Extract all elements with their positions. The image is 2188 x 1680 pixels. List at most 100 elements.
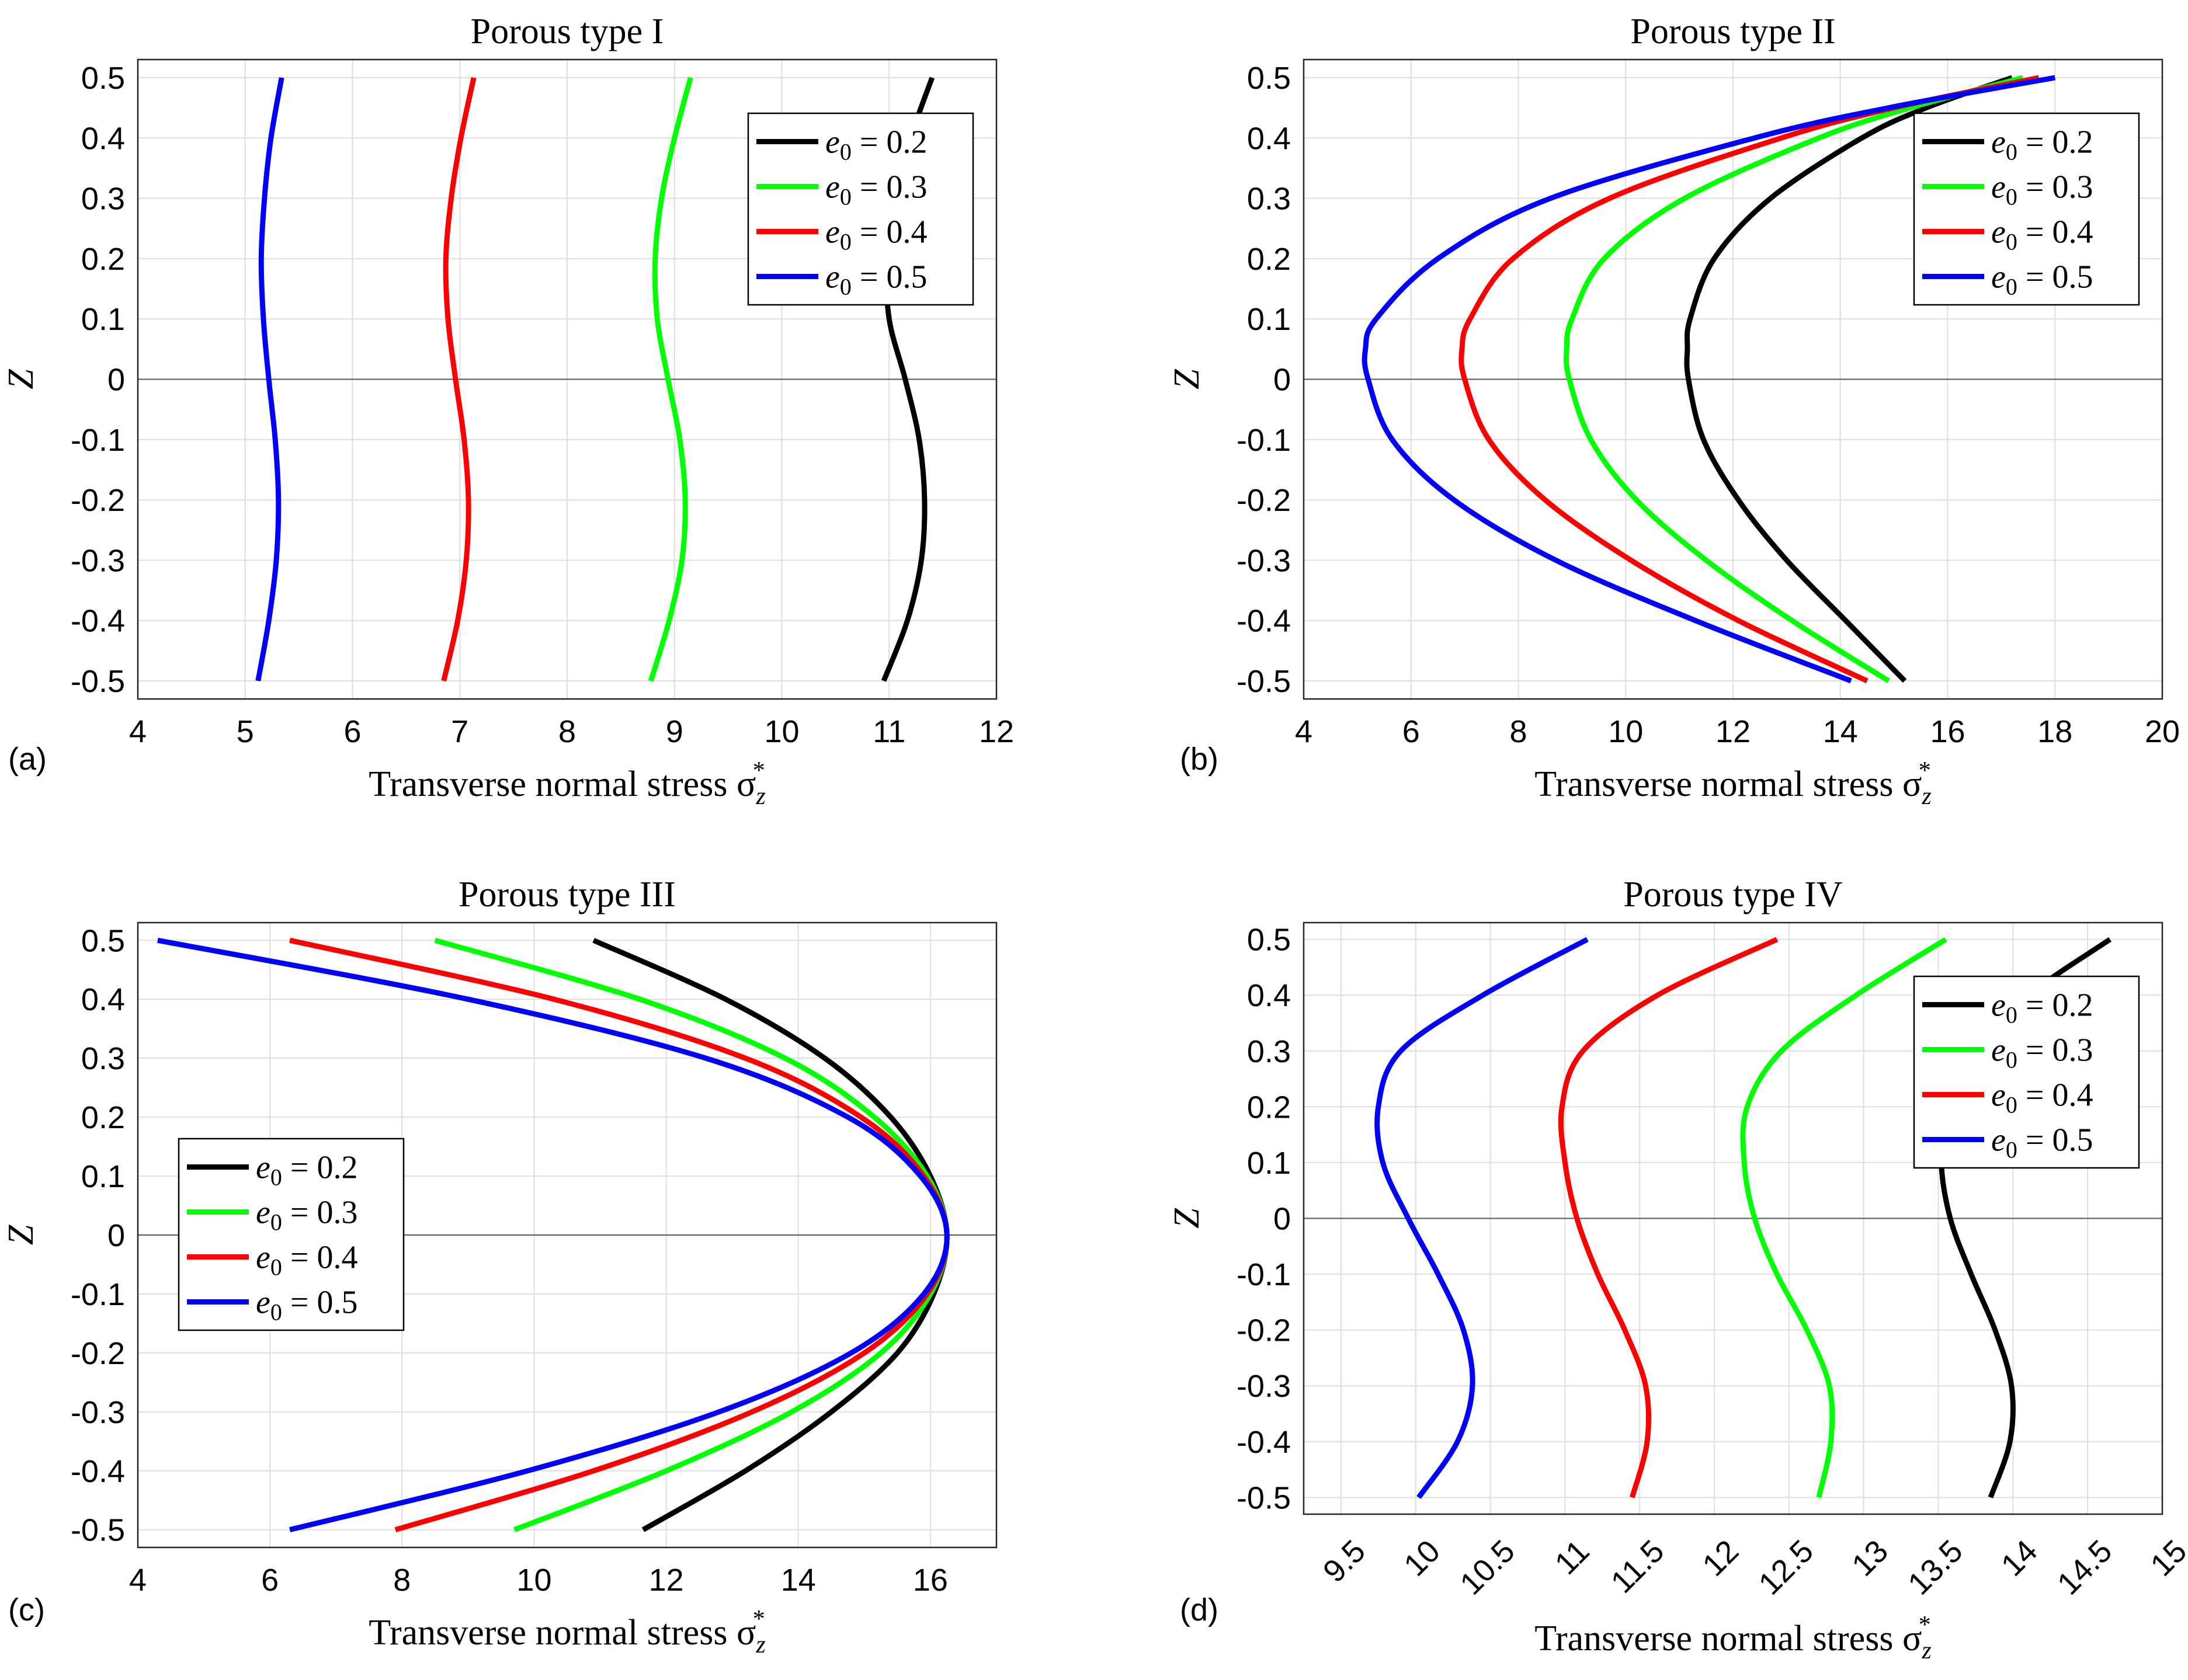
legend-entry: e0 = 0.4 bbox=[1991, 1077, 2093, 1118]
series-line-2 bbox=[1740, 937, 1947, 1498]
y-tick-label: 0.1 bbox=[81, 1159, 125, 1194]
y-tick-label: -0.1 bbox=[71, 1277, 125, 1312]
x-tick-label: 14 bbox=[781, 1563, 816, 1598]
series-group bbox=[1362, 75, 2056, 684]
legend-entry: e0 = 0.5 bbox=[825, 259, 927, 300]
panel-2: 0.5 0.4 0.3 0.2 0.1 0 -0.1 -0.2 -0.3 -0.4 -0.54 6 8 1… bbox=[1167, 12, 2180, 810]
y-tick-label: 0.3 bbox=[81, 1041, 125, 1076]
y-tick-label: 0.4 bbox=[81, 121, 125, 156]
x-tick-label: 9 bbox=[666, 714, 683, 749]
y-tick-label: 0.5 bbox=[1247, 923, 1291, 958]
legend-entry: e0 = 0.3 bbox=[1991, 1032, 2093, 1073]
legend-box bbox=[178, 1138, 405, 1331]
legend-entry: e0 = 0.4 bbox=[825, 214, 927, 255]
legend: e0 = 0.2e0 = 0.3e0 = 0.4e0 = 0.5 bbox=[178, 1138, 405, 1331]
axes-frame bbox=[1303, 58, 2163, 700]
legend: e0 = 0.2e0 = 0.3e0 = 0.4e0 = 0.5 bbox=[747, 112, 974, 306]
x-tick-label: 8 bbox=[558, 714, 576, 749]
x-tick-label: 10 bbox=[1608, 714, 1643, 749]
y-tick-label: -0.2 bbox=[71, 1336, 125, 1371]
y-tick-label: 0.3 bbox=[1247, 182, 1291, 217]
axes-frame bbox=[137, 921, 998, 1549]
y-tick-label: -0.2 bbox=[71, 483, 125, 518]
y-tick-label: 0.3 bbox=[1247, 1034, 1291, 1069]
x-tick-label: 12 bbox=[979, 714, 1014, 749]
y-tick-label: 0 bbox=[1273, 1202, 1291, 1237]
y-tick-label: 0.3 bbox=[81, 182, 125, 217]
x-axis-label: Transverse normal stress σz* bbox=[1534, 757, 1931, 810]
y-axis-label: Z bbox=[1, 369, 41, 389]
y-tick-label: 0.5 bbox=[81, 923, 125, 958]
x-tick-label: 10.5 bbox=[1453, 1533, 1522, 1602]
x-tick-label: 12 bbox=[649, 1563, 684, 1598]
x-tick-label: 10 bbox=[1397, 1533, 1447, 1583]
y-tick-label: -0.4 bbox=[71, 1454, 125, 1489]
x-tick-label: 14 bbox=[1995, 1533, 2044, 1583]
panel-4: 0.5 0.4 0.3 0.2 0.1 0 -0.1 -0.2 -0.3 -0.4 -0.5 9.5 1… bbox=[1167, 875, 2188, 1664]
legend-entry: e0 = 0.3 bbox=[825, 169, 927, 210]
x-tick-label: 11 bbox=[1548, 1533, 1596, 1581]
y-tick-label: 0 bbox=[107, 1218, 125, 1253]
y-tick-label: 0.5 bbox=[1247, 61, 1291, 96]
x-tick-label: 6 bbox=[261, 1563, 279, 1598]
x-axis-label: Transverse normal stress σz* bbox=[1534, 1612, 1931, 1664]
x-tick-label: 6 bbox=[1402, 714, 1420, 749]
y-tick-label: -0.3 bbox=[1237, 1369, 1291, 1404]
x-tick-label: 13 bbox=[1845, 1533, 1895, 1583]
series-line-3 bbox=[441, 77, 477, 682]
y-tick-label: 0.4 bbox=[1247, 978, 1291, 1013]
x-tick-label: 16 bbox=[1930, 714, 1965, 749]
x-tick-label: 14 bbox=[1823, 714, 1858, 749]
panel-1: 0.5 0.4 0.3 0.2 0.1 0 -0.1 -0.2 -0.3 -0.4 -0.54 5 6 7… bbox=[1, 12, 1014, 810]
legend-entry: e0 = 0.3 bbox=[256, 1195, 357, 1236]
x-tick-label: 8 bbox=[393, 1563, 411, 1598]
x-tick-label: 12 bbox=[1696, 1533, 1745, 1583]
x-tick-label: 5 bbox=[237, 714, 254, 749]
x-tick-label: 18 bbox=[2037, 714, 2072, 749]
legend: e0 = 0.2e0 = 0.3e0 = 0.4e0 = 0.5 bbox=[1913, 112, 2140, 306]
y-tick-label: 0.2 bbox=[1247, 242, 1291, 277]
legend-box bbox=[1913, 112, 2140, 306]
y-tick-label: -0.3 bbox=[71, 543, 125, 578]
y-axis-label: Z bbox=[1, 1225, 41, 1245]
legend-box bbox=[1913, 975, 2140, 1169]
x-tick-label: 20 bbox=[2145, 714, 2180, 749]
x-tick-label: 15 bbox=[2144, 1533, 2188, 1583]
legend-entry: e0 = 0.5 bbox=[1991, 1122, 2093, 1163]
x-tick-label: 4 bbox=[129, 714, 147, 749]
legend: e0 = 0.2e0 = 0.3e0 = 0.4e0 = 0.5 bbox=[1913, 975, 2140, 1169]
y-tick-label: 0.4 bbox=[1247, 121, 1291, 156]
y-axis-label: Z bbox=[1167, 1208, 1207, 1229]
x-tick-label: 14.5 bbox=[2051, 1533, 2119, 1602]
y-tick-label: 0.1 bbox=[1247, 1146, 1291, 1181]
y-tick-label: -0.2 bbox=[1237, 483, 1291, 518]
y-tick-label: -0.4 bbox=[71, 604, 125, 639]
x-tick-label: 6 bbox=[343, 714, 361, 749]
x-tick-label: 8 bbox=[1509, 714, 1527, 749]
legend-entry: e0 = 0.5 bbox=[256, 1285, 357, 1326]
series-line-3 bbox=[1558, 937, 1779, 1498]
x-tick-label: 11 bbox=[873, 714, 905, 749]
series-line-4 bbox=[1374, 937, 1589, 1499]
y-tick-label: 0 bbox=[1273, 363, 1291, 398]
x-axis-label: Transverse normal stress σz* bbox=[369, 1606, 765, 1658]
y-tick-label: -0.1 bbox=[1237, 1257, 1291, 1292]
y-tick-label: 0.2 bbox=[1247, 1090, 1291, 1125]
series-group bbox=[1374, 937, 2112, 1499]
x-tick-label: 4 bbox=[129, 1563, 147, 1598]
series-line-3 bbox=[1458, 75, 2040, 684]
y-tick-label: -0.4 bbox=[1237, 604, 1291, 639]
y-axis-label: Z bbox=[1167, 369, 1207, 389]
panel-letter: (c) bbox=[8, 1592, 45, 1627]
y-tick-label: -0.5 bbox=[71, 664, 125, 699]
axes-frame bbox=[1303, 921, 2163, 1515]
y-tick-label: -0.5 bbox=[1237, 1480, 1291, 1515]
panel-title: Porous type II bbox=[1630, 12, 1835, 51]
panel-title: Porous type I bbox=[471, 12, 664, 51]
legend-box bbox=[747, 112, 974, 306]
x-tick-label: 10 bbox=[516, 1563, 551, 1598]
legend-entry: e0 = 0.2 bbox=[1991, 124, 2093, 165]
legend-entry: e0 = 0.3 bbox=[1991, 169, 2093, 210]
x-tick-label: 16 bbox=[913, 1563, 948, 1598]
y-tick-label: -0.5 bbox=[1237, 664, 1291, 699]
